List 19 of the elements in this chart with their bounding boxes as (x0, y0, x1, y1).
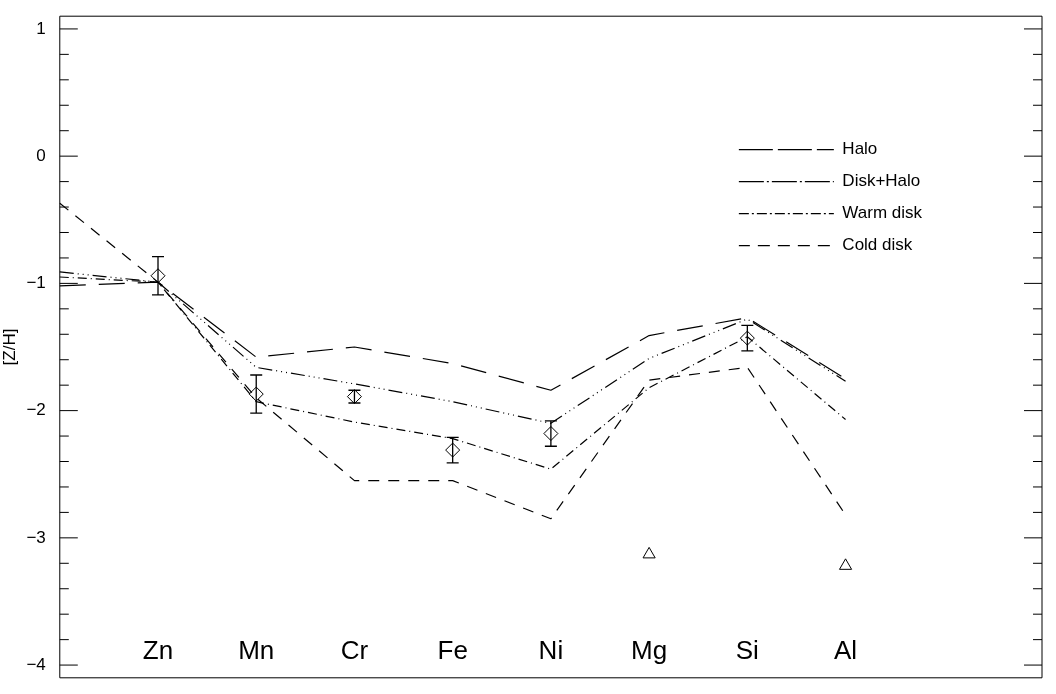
text: Warm disk (842, 203, 923, 223)
x-tick-label: Cr (340, 634, 369, 665)
x-tick-label: Ni (538, 634, 564, 665)
y-tick-label: 0 (36, 145, 46, 165)
x-tick-label: Fe (437, 634, 468, 665)
x-tick-label: Al (833, 634, 858, 665)
x-tick-label: Si (735, 634, 759, 665)
y-tick-label: −4 (26, 654, 46, 674)
x-tick-label: Mn (238, 634, 275, 665)
text: Disk+Halo (842, 171, 921, 191)
y-tick-label: 1 (36, 18, 46, 38)
text: Halo (842, 139, 878, 159)
y-axis-title: [Z/H] (0, 328, 19, 366)
y-tick-label: −2 (26, 400, 46, 420)
x-tick-label: Zn (142, 634, 174, 665)
text: Cold disk (842, 235, 913, 255)
y-tick-label: −1 (26, 273, 46, 293)
y-tick-label: −3 (26, 527, 46, 547)
x-tick-label: Mg (631, 634, 668, 665)
